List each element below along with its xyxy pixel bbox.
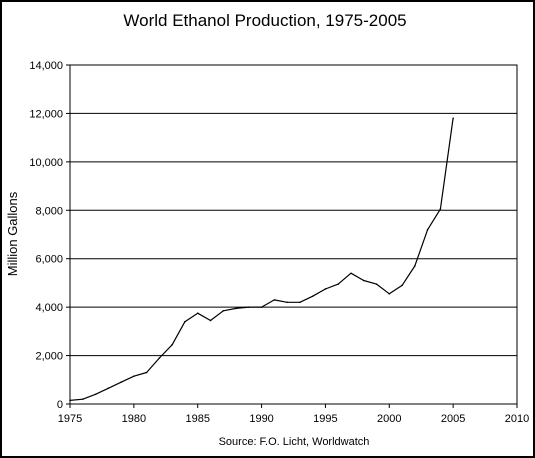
data-point-1984 [184, 320, 186, 323]
y-tick-label: 4,000 [35, 302, 63, 314]
data-point-2000 [388, 293, 391, 295]
y-tick-label: 2,000 [35, 351, 63, 363]
data-point-2003 [426, 228, 429, 231]
data-series [69, 117, 454, 402]
data-point-1996 [337, 283, 340, 285]
data-point-2005 [452, 117, 454, 120]
chart-title: World Ethanol Production, 1975-2005 [123, 11, 406, 30]
x-tick-label: 1985 [185, 413, 209, 425]
x-tick-label: 1995 [313, 413, 337, 425]
x-tick-label: 2000 [377, 413, 401, 425]
data-point-1976 [81, 398, 84, 400]
data-point-1988 [235, 307, 237, 310]
data-point-1987 [222, 309, 225, 312]
x-tick-label: 1975 [58, 413, 82, 425]
x-axis-ticks: 1975 1980 1985 1990 1995 2000 2005 2010 [58, 404, 529, 425]
data-point-1979 [120, 381, 122, 384]
data-point-1999 [375, 283, 378, 285]
y-tick-label: 12,000 [29, 108, 63, 120]
x-tick-label: 1980 [122, 413, 146, 425]
chart-source: Source: F.O. Licht, Worldwatch [219, 436, 370, 448]
data-point-1985 [196, 312, 199, 314]
data-point-1989 [248, 306, 250, 308]
y-tick-label: 8,000 [35, 205, 63, 217]
data-point-1986 [209, 319, 212, 322]
gridlines [70, 64, 517, 405]
data-point-1978 [107, 387, 110, 390]
data-point-2001 [401, 284, 403, 287]
y-tick-label: 0 [57, 399, 63, 411]
series-line-0 [69, 118, 454, 401]
data-point-1980 [133, 375, 135, 377]
y-tick-label: 6,000 [35, 254, 63, 266]
data-point-1997 [350, 272, 352, 275]
data-point-2004 [439, 208, 442, 210]
x-tick-label: 2005 [441, 413, 465, 425]
y-tick-label: 14,000 [29, 60, 63, 72]
data-point-1977 [94, 393, 97, 396]
data-point-1995 [324, 288, 327, 290]
data-point-1991 [273, 299, 276, 301]
y-axis-ticks: 0 2,000 4,000 6,000 8,000 10,000 12,000 14,000 [29, 60, 70, 411]
data-point-1998 [362, 279, 365, 282]
plot-area-border [69, 64, 518, 405]
data-point-1981 [145, 371, 148, 374]
data-point-1982 [158, 357, 161, 359]
x-tick-label: 2010 [505, 413, 529, 425]
data-point-1994 [311, 295, 314, 298]
data-point-2002 [414, 265, 416, 267]
data-point-1990 [260, 306, 263, 308]
data-point-1993 [299, 301, 301, 304]
y-axis-label: Million Gallons [5, 191, 20, 276]
x-tick-label: 1990 [249, 413, 273, 425]
data-point-1983 [171, 343, 173, 346]
data-point-1992 [286, 301, 288, 304]
y-tick-label: 10,000 [29, 157, 63, 169]
data-point-1975 [69, 399, 71, 402]
